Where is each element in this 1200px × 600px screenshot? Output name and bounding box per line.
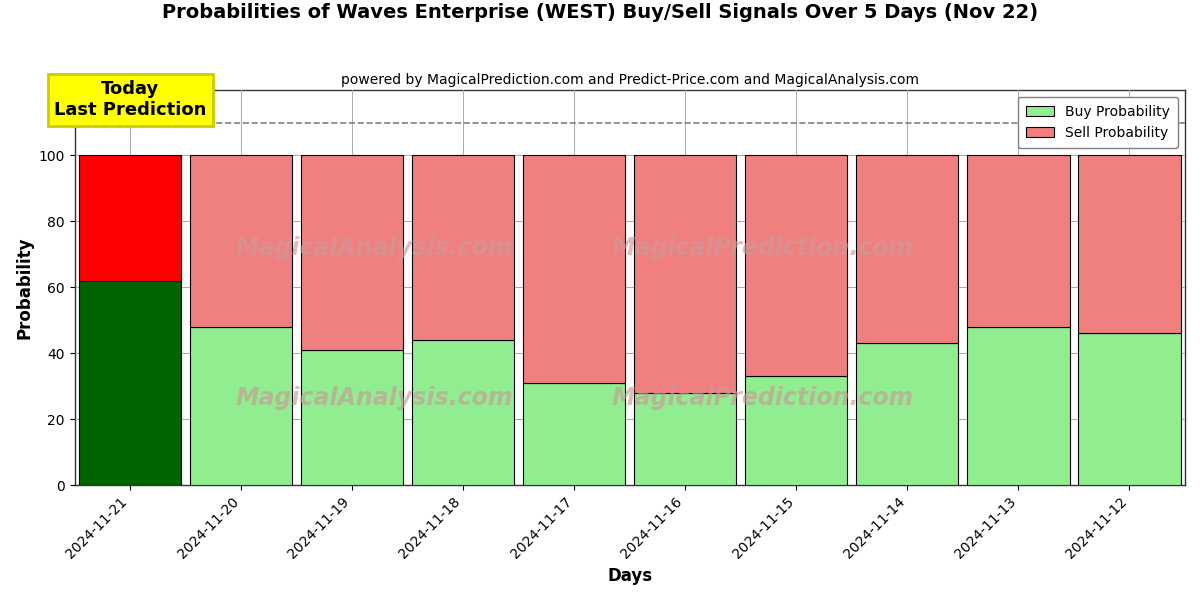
Text: MagicalAnalysis.com: MagicalAnalysis.com [235, 386, 514, 410]
Bar [635, 155, 737, 393]
Bar [967, 155, 1069, 327]
Bar [79, 281, 181, 485]
Text: MagicalPrediction.com: MagicalPrediction.com [612, 386, 914, 410]
Bar [79, 155, 181, 281]
Bar [301, 350, 403, 485]
Bar [523, 155, 625, 383]
Bar [412, 155, 515, 340]
Bar [1079, 334, 1181, 485]
Bar [635, 393, 737, 485]
Bar [857, 343, 959, 485]
Y-axis label: Probability: Probability [16, 236, 34, 338]
Text: MagicalPrediction.com: MagicalPrediction.com [612, 236, 914, 260]
Bar [745, 376, 847, 485]
Text: Today
Last Prediction: Today Last Prediction [54, 80, 206, 119]
Legend: Buy Probability, Sell Probability: Buy Probability, Sell Probability [1018, 97, 1178, 148]
Bar [190, 327, 293, 485]
Bar [412, 340, 515, 485]
Bar [301, 155, 403, 350]
Bar [967, 327, 1069, 485]
Bar [857, 155, 959, 343]
Bar [523, 383, 625, 485]
X-axis label: Days: Days [607, 567, 653, 585]
Bar [190, 155, 293, 327]
Title: powered by MagicalPrediction.com and Predict-Price.com and MagicalAnalysis.com: powered by MagicalPrediction.com and Pre… [341, 73, 919, 87]
Bar [745, 155, 847, 376]
Bar [1079, 155, 1181, 334]
Text: Probabilities of Waves Enterprise (WEST) Buy/Sell Signals Over 5 Days (Nov 22): Probabilities of Waves Enterprise (WEST)… [162, 3, 1038, 22]
Text: MagicalAnalysis.com: MagicalAnalysis.com [235, 236, 514, 260]
